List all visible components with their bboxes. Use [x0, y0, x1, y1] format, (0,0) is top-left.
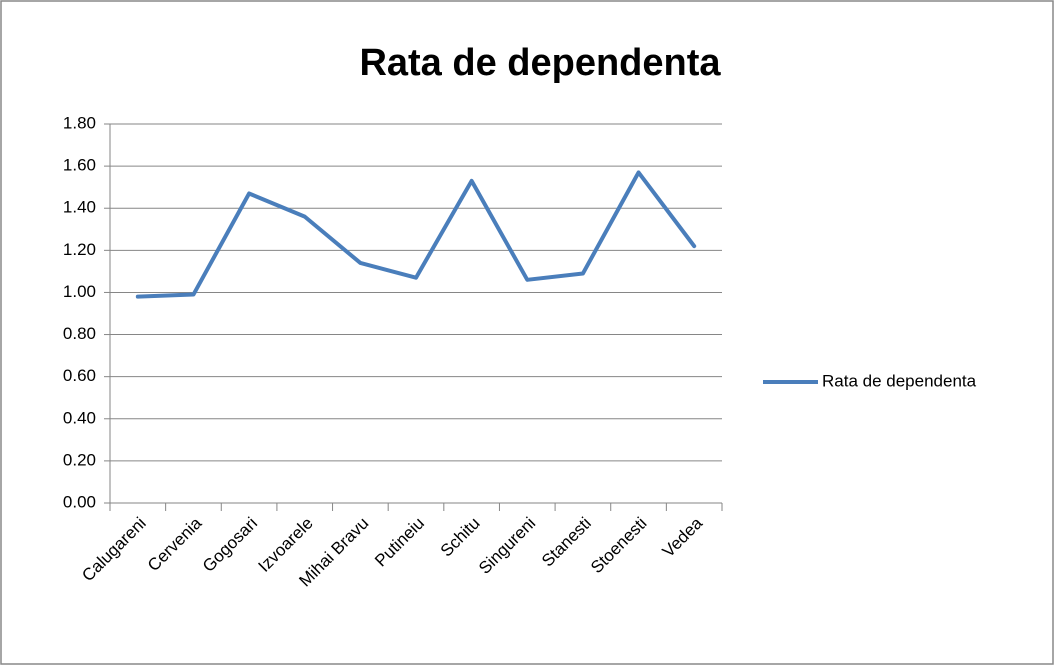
- y-tick-label: 1.60: [63, 156, 96, 175]
- y-tick-label: 0.60: [63, 366, 96, 385]
- y-tick-label: 0.80: [63, 324, 96, 343]
- y-tick-label: 0.00: [63, 492, 96, 511]
- legend-label: Rata de dependenta: [822, 371, 977, 390]
- y-tick-label: 1.20: [63, 240, 96, 259]
- y-tick-label: 0.40: [63, 408, 96, 427]
- y-tick-label: 1.80: [63, 113, 96, 132]
- y-tick-label: 1.00: [63, 282, 96, 301]
- data-line: [135, 170, 697, 299]
- y-tick-label: 0.20: [63, 450, 96, 469]
- chart-title: Rata de dependenta: [359, 42, 721, 84]
- y-tick-label: 1.40: [63, 198, 96, 217]
